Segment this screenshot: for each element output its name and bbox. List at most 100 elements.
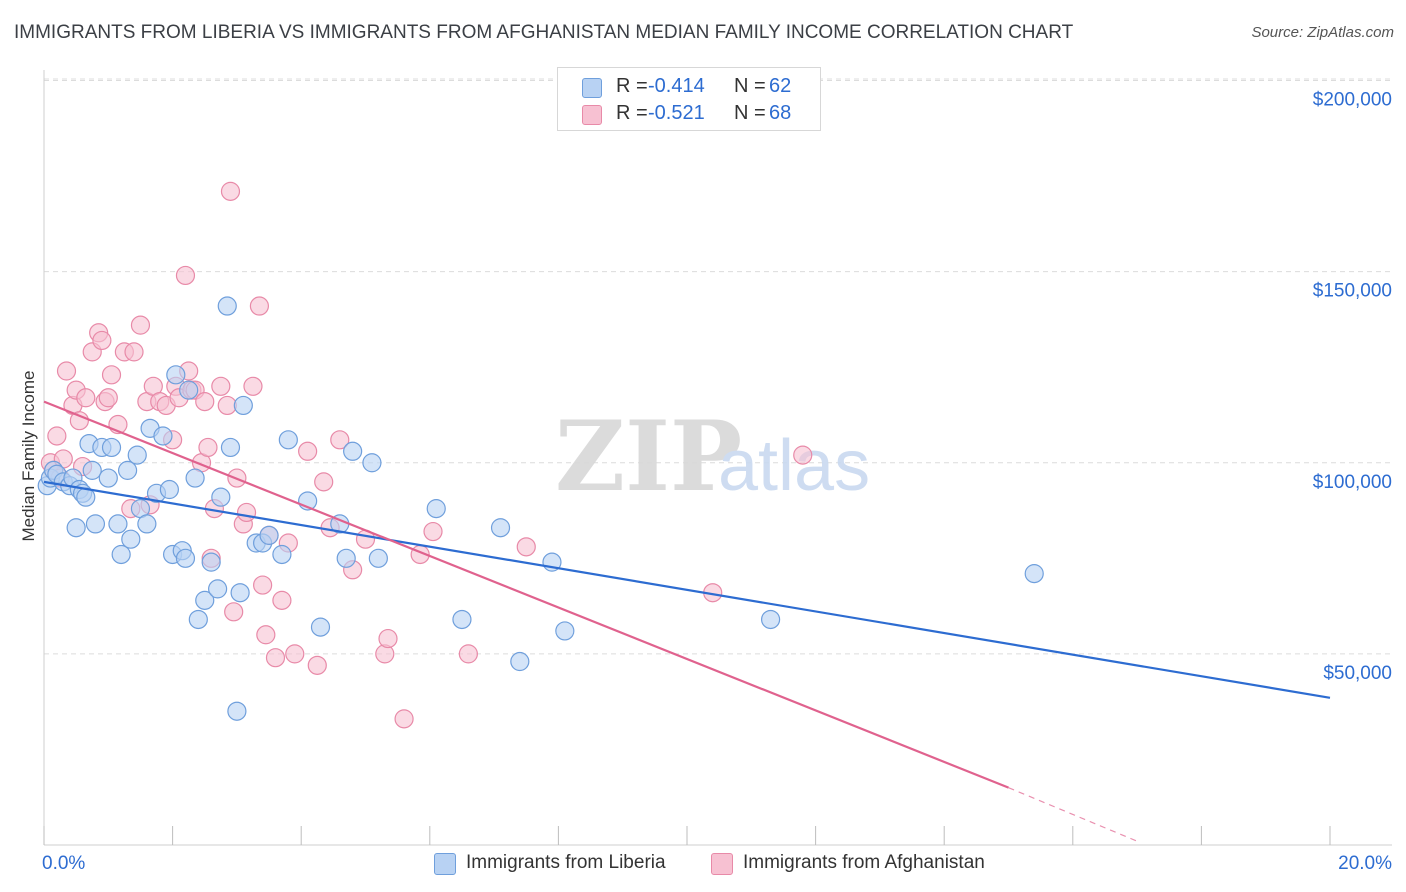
liberia-point	[227, 701, 247, 721]
liberia-point	[153, 426, 173, 446]
liberia-point	[362, 453, 382, 473]
y-axis-label: Median Family Income	[19, 370, 38, 541]
liberia-point	[185, 468, 205, 488]
afghanistan-point	[198, 437, 218, 458]
liberia-point	[343, 441, 363, 461]
liberia-point	[201, 552, 221, 572]
afghanistan-point	[211, 376, 231, 396]
afghanistan-point	[76, 388, 96, 408]
afghanistan-point	[130, 315, 151, 335]
n-label: N =	[734, 75, 766, 97]
afghanistan-point	[243, 376, 263, 396]
liberia-point	[137, 514, 157, 534]
liberia-point	[490, 518, 511, 538]
afghanistan-point	[285, 644, 305, 664]
y-tick-label: $200,000	[1313, 90, 1392, 111]
afghanistan-swatch	[582, 105, 602, 125]
liberia-point	[66, 518, 86, 538]
liberia-point	[272, 544, 292, 565]
liberia-point	[195, 590, 215, 610]
afghanistan-point	[307, 655, 327, 675]
afghanistan-n-value: 68	[769, 102, 792, 124]
liberia-point	[220, 437, 241, 458]
liberia-point	[121, 529, 141, 549]
afghanistan-point	[236, 502, 257, 523]
afghanistan-point	[378, 628, 398, 649]
afghanistan-point	[253, 575, 273, 595]
y-tick-label: $100,000	[1313, 472, 1392, 493]
liberia-point	[510, 651, 530, 672]
x-tick-label-min: 0.0%	[42, 853, 85, 874]
liberia-point	[259, 525, 279, 545]
y-tick-label: $50,000	[1323, 663, 1392, 684]
liberia-point	[166, 365, 186, 385]
r-label: R =	[616, 102, 648, 124]
source-credit: Source: ZipAtlas.com	[1251, 24, 1394, 41]
afghanistan-point	[458, 644, 478, 664]
liberia-point	[98, 468, 118, 488]
liberia-point	[211, 487, 231, 507]
afghanistan-point	[124, 342, 144, 362]
afghanistan-r-value: -0.521	[648, 102, 705, 124]
r-label: R =	[616, 75, 648, 97]
liberia-point	[555, 621, 575, 641]
liberia-point	[117, 460, 138, 480]
liberia-point	[426, 499, 446, 519]
liberia-swatch	[582, 78, 602, 98]
afghanistan-point	[56, 361, 77, 381]
afghanistan-legend-swatch	[711, 853, 733, 875]
liberia-trend-line	[43, 480, 1331, 699]
trend-lines	[43, 400, 1331, 842]
afghanistan-point	[516, 537, 536, 557]
afghanistan-point	[220, 181, 241, 201]
afghanistan-point	[423, 521, 443, 542]
afghanistan-point	[793, 445, 813, 465]
afghanistan-trend-line	[43, 400, 1009, 789]
liberia-legend-swatch	[434, 853, 456, 875]
watermark: ZIP atlas	[555, 400, 870, 513]
y-tick-label: $150,000	[1313, 281, 1392, 302]
liberia-point	[278, 430, 298, 450]
liberia-n-value: 62	[769, 75, 792, 97]
afghanistan-point	[394, 709, 414, 729]
afghanistan-point	[256, 625, 276, 645]
afghanistan-point	[298, 441, 318, 461]
afghanistan-point	[92, 330, 112, 351]
chart-title: IMMIGRANTS FROM LIBERIA VS IMMIGRANTS FR…	[14, 22, 1074, 43]
liberia-point	[127, 445, 147, 465]
liberia-point	[111, 544, 131, 565]
liberia-point	[452, 609, 472, 630]
liberia-point	[188, 609, 208, 630]
liberia-point	[217, 296, 237, 316]
afghanistan-point	[101, 365, 122, 385]
liberia-point	[208, 579, 228, 599]
afghanistan-point	[195, 391, 215, 412]
liberia-point	[85, 514, 106, 534]
liberia-point	[159, 479, 179, 500]
liberia-point	[179, 380, 199, 400]
liberia-r-value: -0.414	[648, 75, 705, 97]
afghanistan-trend-extension	[1008, 787, 1138, 842]
afghanistan-legend-label: Immigrants from Afghanistan	[743, 852, 985, 873]
grid-lines	[44, 78, 1392, 655]
afghanistan-point	[249, 296, 270, 316]
watermark-atlas: atlas	[718, 426, 870, 506]
afghanistan-point	[224, 602, 244, 622]
stats-legend: R = -0.414 N = 62 R = -0.521 N = 68	[557, 67, 821, 131]
afghanistan-point	[314, 472, 334, 492]
liberia-point	[336, 548, 356, 568]
liberia-point	[108, 514, 128, 534]
afghanistan-point	[98, 388, 118, 408]
liberia-point	[310, 617, 331, 637]
afghanistan-point	[272, 590, 292, 610]
liberia-point	[82, 460, 102, 480]
liberia-point	[233, 395, 253, 416]
x-tick-label-max: 20.0%	[1338, 853, 1392, 874]
afghanistan-point	[69, 411, 89, 431]
liberia-point	[760, 609, 781, 630]
y-tick-labels: $200,000 $150,000 $100,000 $50,000	[1313, 90, 1392, 684]
liberia-legend-label: Immigrants from Liberia	[466, 852, 666, 873]
liberia-points	[37, 296, 1044, 721]
liberia-point	[368, 548, 388, 568]
